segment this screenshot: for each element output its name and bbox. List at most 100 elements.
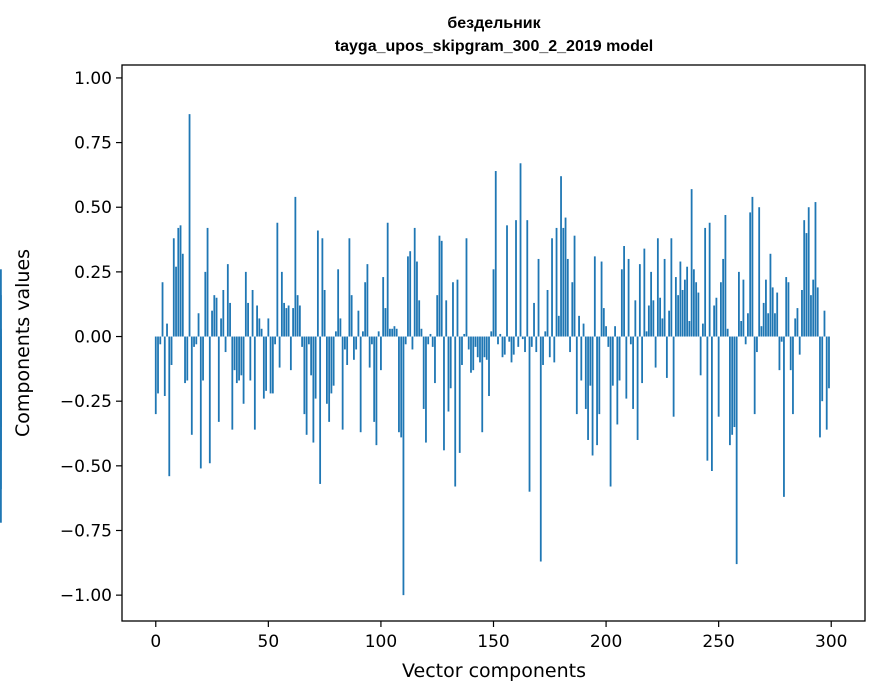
bar	[434, 336, 436, 384]
bar	[465, 238, 468, 337]
bar	[711, 336, 713, 471]
bar	[386, 222, 389, 337]
bar	[202, 336, 204, 381]
bar	[256, 305, 258, 337]
x-tick-label: 0	[150, 632, 161, 652]
bar	[161, 282, 164, 337]
y-tick-label: −0.75	[60, 521, 112, 541]
bar	[323, 289, 326, 337]
bar	[353, 336, 355, 360]
bar	[618, 336, 621, 381]
bar	[704, 227, 707, 337]
bar	[229, 302, 231, 337]
y-tick-label: 0.25	[74, 263, 112, 283]
bar	[593, 256, 596, 337]
bar	[767, 313, 770, 337]
bar	[564, 217, 567, 337]
bar	[535, 336, 538, 353]
bar	[652, 300, 655, 337]
bar	[330, 336, 333, 394]
bar	[792, 336, 794, 415]
bar	[713, 305, 716, 337]
bar	[445, 300, 448, 337]
bar	[598, 336, 601, 415]
bar	[720, 282, 722, 337]
bar	[431, 336, 434, 347]
bar	[422, 336, 425, 409]
bar	[420, 328, 423, 337]
bar	[519, 163, 522, 337]
bar	[177, 227, 180, 337]
bar	[517, 336, 520, 347]
bar	[413, 227, 416, 337]
bar	[569, 336, 571, 353]
bar	[677, 295, 680, 337]
bar	[159, 336, 162, 345]
bar	[476, 336, 479, 358]
bar	[321, 238, 324, 337]
bar	[499, 333, 502, 337]
bar	[548, 336, 551, 358]
bar	[278, 336, 281, 368]
bar	[742, 279, 745, 337]
bar	[289, 336, 292, 371]
bar	[193, 336, 195, 347]
bar	[368, 336, 371, 368]
bar	[783, 336, 785, 497]
bar	[681, 289, 684, 337]
bar	[816, 287, 819, 337]
bar	[204, 271, 207, 337]
bar	[812, 279, 815, 337]
x-tick-label: 200	[590, 632, 622, 652]
bar	[506, 225, 508, 337]
bar	[463, 333, 466, 337]
bar	[515, 220, 517, 337]
bar	[242, 336, 245, 404]
bar	[580, 336, 583, 381]
y-tick-label: 0.00	[74, 328, 112, 348]
bar	[778, 336, 781, 371]
bar	[715, 297, 718, 337]
bar	[213, 295, 216, 337]
bar	[571, 282, 574, 337]
bar	[391, 328, 394, 337]
bar	[373, 336, 376, 422]
bar	[262, 336, 265, 399]
bar	[184, 336, 186, 384]
bar	[253, 336, 256, 430]
bar	[819, 336, 821, 438]
bar	[663, 258, 666, 337]
bar	[377, 331, 380, 337]
bar	[238, 336, 240, 381]
x-tick-label: 50	[258, 632, 280, 652]
bar	[190, 336, 193, 435]
bar	[251, 289, 254, 337]
bar	[280, 271, 283, 337]
bar	[683, 279, 686, 337]
bar	[384, 308, 387, 337]
bar	[544, 331, 547, 337]
bar	[382, 277, 385, 337]
bar	[510, 336, 513, 363]
bar	[458, 336, 461, 453]
bar	[553, 336, 556, 363]
bar	[456, 279, 459, 337]
bar	[220, 318, 222, 337]
bar	[740, 321, 743, 337]
bar	[744, 336, 747, 345]
bar	[400, 336, 403, 438]
bar	[472, 336, 475, 371]
bar	[163, 336, 166, 397]
bar	[310, 336, 313, 376]
bar	[267, 318, 270, 337]
bar	[587, 336, 589, 440]
bar	[665, 336, 668, 378]
bar	[706, 336, 709, 461]
bar	[409, 251, 412, 337]
bar	[530, 336, 533, 347]
bar	[395, 328, 398, 337]
bar	[756, 336, 758, 353]
bar	[695, 282, 698, 337]
bar	[337, 269, 340, 337]
bar	[357, 310, 360, 337]
